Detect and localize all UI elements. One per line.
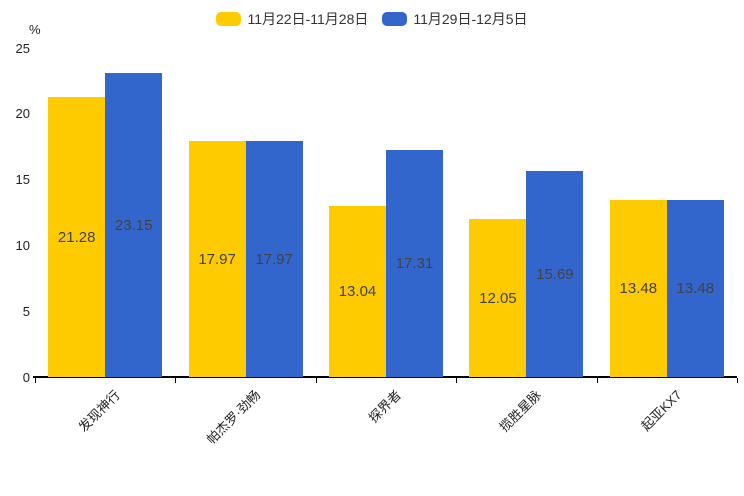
- x-axis-category-label: 帕杰罗·劲畅: [203, 387, 264, 447]
- bar-value-label: 13.48: [619, 280, 658, 298]
- y-axis-tick-label: 5: [22, 303, 30, 319]
- bar-series1-帕杰罗·劲畅: 17.97: [188, 141, 246, 378]
- x-axis-tick: [315, 378, 317, 383]
- bar-series2-探界者: 17.31: [386, 149, 443, 378]
- bar-value-label: 17.97: [255, 250, 293, 268]
- bar-value-label: 17.31: [395, 255, 434, 273]
- bar-value-label: 23.15: [114, 216, 153, 234]
- bar-series2-发现神行: 23.15: [105, 72, 163, 378]
- x-axis-category-label: 揽胜星脉: [496, 387, 545, 435]
- x-axis-tick: [596, 378, 598, 383]
- x-axis-tick: [175, 378, 177, 383]
- x-axis-tick: [737, 378, 738, 383]
- bar-value-label: 15.69: [536, 265, 574, 283]
- legend-swatch-icon: [216, 12, 242, 26]
- x-axis-category-label: 起亚KX7: [638, 387, 685, 434]
- legend-item-label: 11月29日-12月5日: [413, 11, 528, 27]
- bar-value-label: 13.48: [676, 280, 715, 298]
- bar-series1-探界者: 13.04: [329, 205, 386, 378]
- bar-value-label: 12.05: [479, 289, 517, 307]
- bar-series1-起亚KX7: 13.48: [609, 200, 667, 378]
- bar-series2-揽胜星脉: 15.69: [526, 171, 584, 378]
- x-axis-tick: [35, 378, 36, 383]
- x-axis-tick: [456, 378, 458, 383]
- x-axis-category-label: 发现神行: [75, 387, 124, 435]
- y-axis-tick-label: 20: [15, 106, 30, 122]
- y-axis-tick-label: 10: [15, 237, 30, 253]
- bar-value-label: 17.97: [198, 250, 236, 268]
- bar-series1-发现神行: 21.28: [48, 97, 106, 378]
- bar-series1-揽胜星脉: 12.05: [469, 218, 527, 378]
- x-axis-category-label: 探界者: [365, 387, 404, 426]
- y-axis-tick-label: 0: [22, 369, 30, 385]
- bar-value-label: 21.28: [57, 228, 96, 246]
- y-axis-tick-label: 25: [15, 40, 30, 56]
- legend-item-label: 11月22日-11月28日: [247, 11, 369, 27]
- y-axis-unit-label: %: [29, 22, 41, 37]
- legend-swatch-icon: [382, 12, 408, 26]
- legend: 11月22日-11月28日 11月29日-12月5日: [0, 6, 744, 32]
- bar-series2-起亚KX7: 13.48: [666, 200, 724, 378]
- bar-series2-帕杰罗·劲畅: 17.97: [245, 141, 303, 378]
- bar-value-label: 13.04: [338, 283, 377, 301]
- legend-item-series1[interactable]: 11月22日-11月28日: [216, 12, 368, 26]
- legend-item-series2[interactable]: 11月29日-12月5日: [382, 11, 528, 27]
- y-axis-tick-label: 15: [15, 172, 30, 188]
